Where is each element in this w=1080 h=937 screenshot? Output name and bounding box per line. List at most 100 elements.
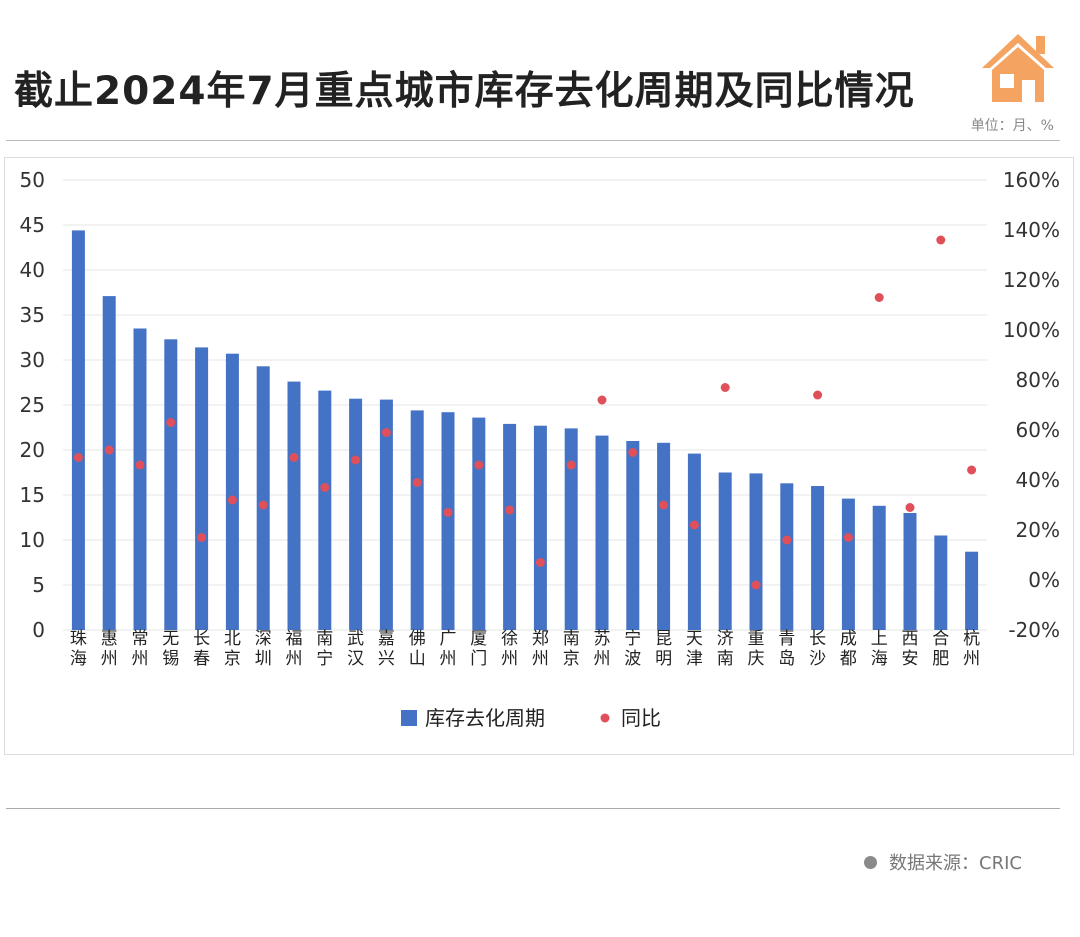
- legend-label-bar: 库存去化周期: [425, 706, 545, 730]
- bar-嘉兴: [379, 399, 393, 630]
- x-tick-label: 成都: [840, 629, 857, 669]
- y-left-tick-label: 35: [20, 303, 45, 327]
- dot-南宁: [320, 483, 330, 492]
- bar-厦门: [472, 417, 486, 630]
- x-tick-label: 青岛: [778, 629, 795, 669]
- y-left-tick-label: 15: [20, 483, 45, 507]
- x-tick-label: 北京: [224, 629, 241, 669]
- dot-宁波: [628, 448, 638, 457]
- y-left-tick-label: 30: [20, 348, 45, 372]
- y-left-tick-label: 0: [32, 618, 45, 642]
- bar-武汉: [349, 398, 363, 630]
- y-left-tick-label: 40: [20, 258, 45, 282]
- bar-西安: [903, 513, 917, 630]
- x-tick-label: 昆明: [655, 629, 672, 669]
- x-tick-label: 福州: [286, 629, 303, 669]
- bar-series: [71, 230, 979, 630]
- y-right-tick-label: 20%: [1016, 518, 1060, 542]
- x-tick-label: 常州: [132, 629, 149, 669]
- bar-合肥: [934, 535, 948, 630]
- x-tick-label: 宁波: [624, 629, 641, 669]
- x-tick-label: 厦门: [470, 629, 487, 669]
- dot-重庆: [751, 580, 761, 590]
- x-tick-label: 南京: [563, 629, 580, 669]
- x-tick-label: 徐州: [501, 629, 518, 669]
- legend-dot-swatch: [600, 713, 610, 723]
- chart-canvas: 0 5 10 15 20 25 30 35 40 45 50 -20% 0% 20% 40% 60% 80% 1…: [20, 168, 1060, 730]
- dot-武汉: [351, 455, 361, 465]
- dot-北京: [227, 495, 237, 505]
- dot-上海: [874, 293, 884, 302]
- chart-frame: 0 5 10 15 20 25 30 35 40 45 50 -20% 0% 20% 40% 60% 80% 1…: [4, 157, 1074, 755]
- dot-天津: [689, 520, 699, 530]
- unit-label: 单位：月、%: [970, 118, 1054, 134]
- dot-西安: [905, 503, 915, 512]
- dot-昆明: [659, 500, 669, 510]
- bar-苏州: [595, 435, 609, 630]
- x-tick-label: 郑州: [532, 629, 549, 669]
- y-left-tick-label: 10: [20, 528, 45, 552]
- y-right-tick-label: 60%: [1016, 418, 1060, 442]
- y-left-tick-label: 45: [20, 213, 45, 237]
- x-tick-label: 南宁: [316, 629, 333, 669]
- dot-长沙: [813, 390, 823, 400]
- dot-合肥: [936, 235, 946, 245]
- legend-bar-swatch: [401, 710, 417, 726]
- y-right-tick-label: 0%: [1028, 568, 1060, 592]
- bar-珠海: [71, 230, 85, 630]
- y-right-tick-label: 120%: [1003, 268, 1060, 292]
- y-right-tick-label: 40%: [1016, 468, 1060, 492]
- dot-深圳: [258, 500, 268, 510]
- dot-嘉兴: [381, 428, 391, 437]
- source-bullet-icon: [864, 855, 878, 869]
- dot-徐州: [505, 505, 515, 515]
- bar-杭州: [965, 551, 979, 630]
- bar-南京: [564, 428, 578, 630]
- dot-广州: [443, 508, 453, 517]
- y-right-tick-label: 80%: [1016, 368, 1060, 392]
- y-right-tick-label: 100%: [1003, 318, 1060, 342]
- x-tick-label: 合肥: [932, 629, 949, 669]
- x-tick-label: 广州: [440, 629, 457, 669]
- bottom-divider: [6, 808, 1060, 809]
- bar-南宁: [318, 390, 332, 630]
- dot-厦门: [474, 460, 484, 470]
- dot-南京: [566, 460, 576, 470]
- bar-长沙: [811, 486, 825, 630]
- dot-惠州: [104, 445, 114, 455]
- x-tick-label: 重庆: [748, 629, 765, 669]
- legend: 库存去化周期 同比: [401, 706, 661, 730]
- x-tick-label: 济南: [717, 629, 734, 669]
- dot-郑州: [535, 558, 545, 567]
- dot-福州: [289, 453, 299, 462]
- x-tick-label: 长沙: [809, 629, 826, 669]
- bar-上海: [872, 505, 886, 630]
- dot-杭州: [967, 465, 977, 475]
- bar-佛山: [410, 410, 424, 630]
- dot-青岛: [782, 535, 792, 545]
- bar-昆明: [657, 442, 671, 630]
- x-tick-label: 天津: [686, 629, 703, 669]
- scatter-series: [73, 235, 977, 590]
- bar-济南: [718, 472, 732, 630]
- x-tick-label: 珠海: [70, 629, 87, 669]
- bar-北京: [225, 353, 239, 630]
- x-tick-label: 佛山: [409, 629, 426, 669]
- bar-惠州: [102, 296, 116, 630]
- y-right-axis: -20% 0% 20% 40% 60% 80% 100% 120% 140% 160%: [1003, 168, 1060, 642]
- x-tick-label: 杭州: [963, 629, 980, 669]
- y-left-tick-label: 50: [20, 168, 45, 192]
- dot-苏州: [597, 395, 607, 405]
- gridlines: [63, 179, 987, 631]
- top-divider: [6, 140, 1060, 141]
- y-left-tick-label: 5: [32, 573, 45, 597]
- legend-label-dot: 同比: [621, 706, 661, 730]
- x-axis-labels: 珠海惠州常州无锡长春北京深圳福州南宁武汉嘉兴佛山广州厦门徐州郑州南京苏州宁波昆明…: [70, 629, 980, 669]
- bar-广州: [441, 412, 455, 630]
- y-left-tick-label: 20: [20, 438, 45, 462]
- dot-成都: [843, 533, 853, 542]
- bar-长春: [195, 347, 209, 630]
- bar-宁波: [626, 441, 640, 630]
- house-logo-icon: [982, 34, 1054, 102]
- bar-郑州: [533, 425, 547, 630]
